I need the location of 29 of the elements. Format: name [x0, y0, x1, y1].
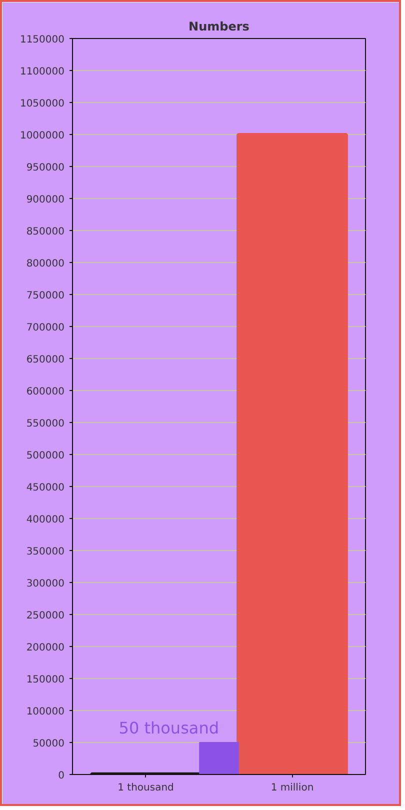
y-tick-label: 1000000: [20, 130, 65, 142]
y-tick-label: 0: [58, 770, 65, 782]
y-tick-label: 300000: [26, 578, 65, 590]
x-tick-label: 1 thousand: [118, 782, 174, 794]
y-tick-label: 1100000: [20, 66, 65, 78]
chart-title: Numbers: [188, 20, 250, 34]
y-tick-label: 500000: [26, 450, 65, 462]
y-tick-label: 750000: [26, 290, 65, 302]
y-tick-label: 100000: [26, 706, 65, 718]
y-tick-label: 550000: [26, 418, 65, 430]
y-tick-label: 350000: [26, 546, 65, 558]
y-tick-label: 650000: [26, 354, 65, 366]
y-tick-label: 700000: [26, 322, 65, 334]
x-tick-label: 1 million: [270, 782, 314, 794]
y-tick-label: 950000: [26, 162, 65, 174]
y-tick-label: 450000: [26, 482, 65, 494]
y-tick-label: 200000: [26, 642, 65, 654]
y-tick-label: 600000: [26, 386, 65, 398]
y-tick-label: 250000: [26, 610, 65, 622]
y-tick-label: 800000: [26, 258, 65, 270]
y-tick-label: 150000: [26, 674, 65, 686]
y-tick-label: 1150000: [20, 34, 65, 46]
y-tick-label: 50000: [32, 738, 64, 750]
y-tick-label: 400000: [26, 514, 65, 526]
y-tick-label: 1050000: [20, 98, 65, 110]
y-tick-label: 900000: [26, 194, 65, 206]
annotation: 50 thousand: [118, 718, 220, 738]
y-tick-label: 850000: [26, 226, 65, 238]
bar: [199, 742, 239, 774]
